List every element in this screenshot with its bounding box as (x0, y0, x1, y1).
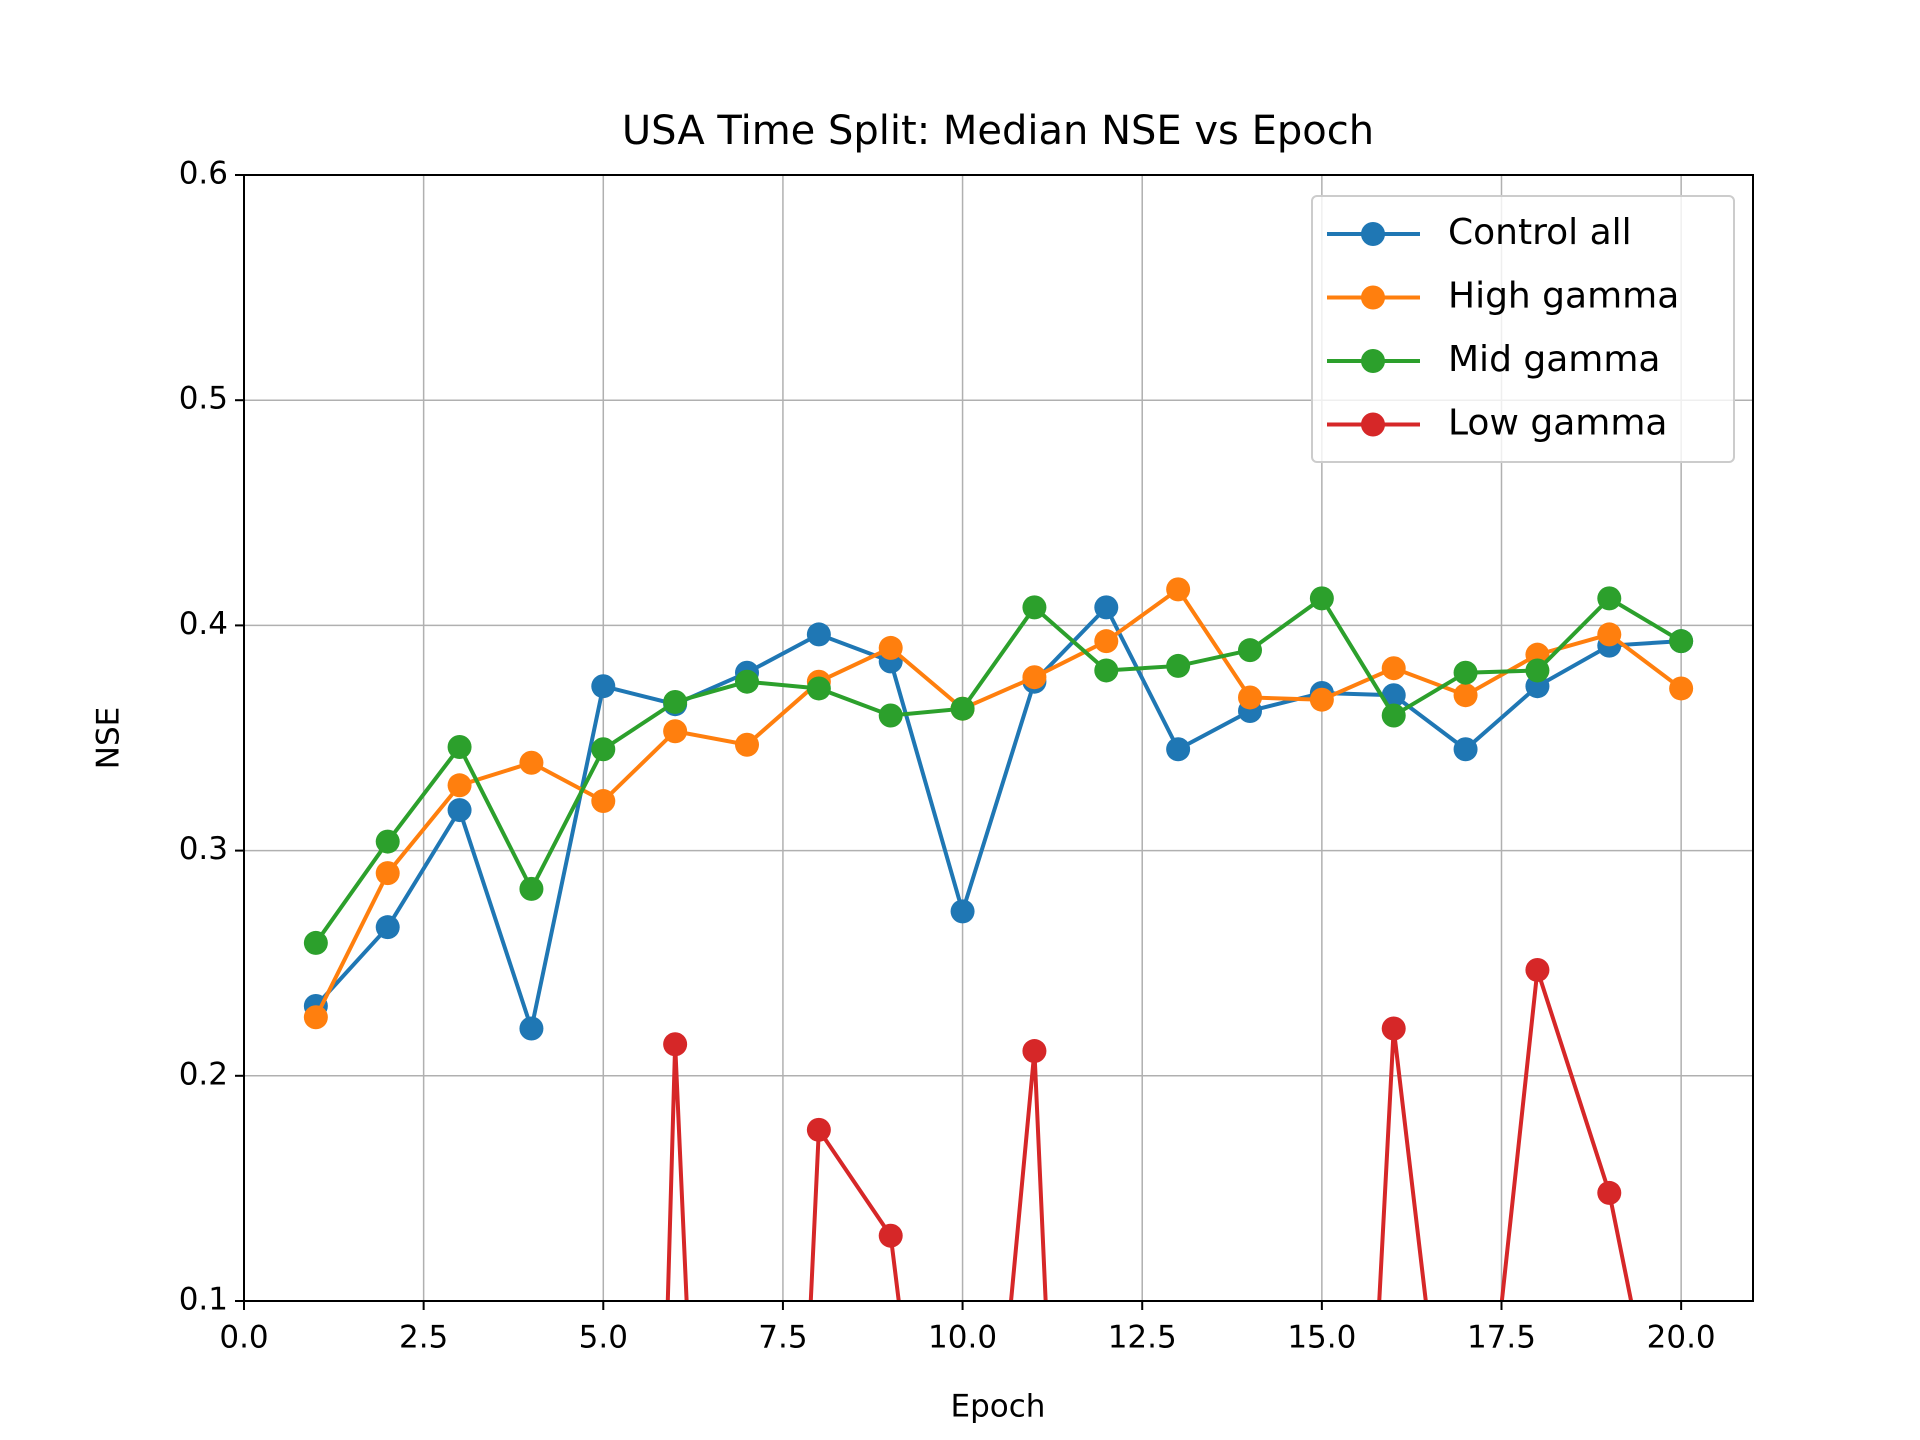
data-point (950, 696, 975, 721)
data-point (1238, 638, 1262, 663)
y-tick-label: 0.6 (179, 156, 228, 192)
y-tick-label: 0.4 (179, 606, 228, 642)
data-point (1381, 703, 1406, 728)
x-tick-label: 12.5 (1108, 1320, 1177, 1356)
chart-title: USA Time Split: Median NSE vs Epoch (622, 108, 1374, 154)
y-tick-label: 0.3 (179, 831, 228, 867)
series-line (665, 969, 1634, 1301)
data-point (663, 1032, 688, 1057)
data-point (878, 703, 903, 728)
data-point (519, 876, 544, 901)
data-point (1597, 586, 1622, 611)
x-tick-label: 17.5 (1467, 1320, 1536, 1356)
data-point (1309, 687, 1334, 712)
data-point (806, 676, 831, 701)
y-tick-label: 0.2 (179, 1056, 228, 1092)
x-axis-label: Epoch (951, 1389, 1046, 1425)
legend-marker (1361, 349, 1385, 373)
data-point (1669, 629, 1694, 654)
data-point (806, 1117, 831, 1142)
data-point (1381, 1016, 1406, 1041)
data-point (735, 732, 759, 757)
x-tick-label: 10.0 (928, 1320, 997, 1356)
data-point (447, 735, 472, 760)
data-point (1453, 660, 1478, 685)
data-point (1453, 737, 1478, 762)
data-point (1381, 656, 1406, 681)
data-point (1597, 622, 1622, 647)
legend-label: High gamma (1448, 276, 1679, 317)
y-axis-label: NSE (91, 707, 127, 769)
axes-frame (243, 174, 1754, 1302)
data-point (1669, 676, 1694, 701)
data-point (1022, 595, 1047, 620)
data-point (950, 899, 975, 924)
data-point (303, 930, 328, 955)
plot-area (303, 577, 1694, 1301)
y-tick-label: 0.5 (179, 381, 228, 417)
x-tick-label: 5.0 (579, 1320, 628, 1356)
data-point (375, 915, 400, 940)
data-point (1525, 957, 1550, 982)
data-point (375, 861, 400, 886)
data-point (1166, 737, 1191, 762)
data-point (663, 689, 688, 714)
data-point (1094, 629, 1119, 654)
data-point (591, 737, 616, 762)
data-point (1309, 586, 1334, 611)
data-point (1022, 665, 1047, 690)
data-point (303, 1005, 328, 1030)
data-point (447, 773, 472, 798)
series-line (314, 595, 1683, 945)
data-point (663, 719, 688, 744)
data-point (1094, 595, 1119, 620)
data-point (1238, 685, 1262, 710)
data-point (591, 674, 616, 699)
data-point (1597, 1180, 1622, 1205)
data-point (735, 669, 759, 694)
data-point (375, 829, 400, 854)
axes: 0.0 2.5 5.0 7.5 10.0 12.5 15.0 17.5 20.0 0.1 0.2 0.… (179, 156, 1716, 1356)
legend-box (1311, 195, 1735, 463)
x-tick-label: 15.0 (1287, 1320, 1356, 1356)
data-point (519, 750, 544, 775)
x-tick-label: 0.0 (219, 1320, 268, 1356)
legend-label: Low gamma (1448, 403, 1667, 444)
series-line (314, 603, 1682, 1037)
data-point (519, 1016, 544, 1041)
data-point (1166, 653, 1191, 678)
data-point (1094, 658, 1119, 683)
data-point (1381, 683, 1406, 708)
legend-marker (1361, 285, 1385, 310)
data-point (806, 622, 831, 647)
legend: Control all High gamma Mid gamma Low gamma (1311, 195, 1735, 463)
legend-label: Mid gamma (1448, 339, 1660, 380)
x-tick-label: 2.5 (399, 1320, 448, 1356)
data-point (447, 798, 472, 823)
data-point (1022, 1039, 1047, 1064)
x-tick-label: 20.0 (1647, 1320, 1716, 1356)
x-tick-label: 7.5 (758, 1320, 807, 1356)
data-point (878, 635, 903, 660)
data-point (878, 1223, 903, 1248)
y-tick-label: 0.1 (179, 1282, 228, 1318)
data-point (591, 789, 616, 814)
legend-marker (1361, 412, 1385, 437)
series-line (314, 586, 1683, 1019)
data-point (1525, 658, 1550, 683)
data-point (1166, 577, 1191, 602)
legend-label: Control all (1448, 212, 1632, 253)
legend-marker (1361, 222, 1385, 246)
data-point (1453, 683, 1478, 708)
